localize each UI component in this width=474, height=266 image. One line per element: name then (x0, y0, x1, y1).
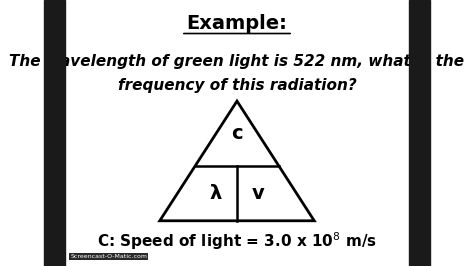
Text: C: Speed of light = 3.0 x 10$^{8}$ m/s: C: Speed of light = 3.0 x 10$^{8}$ m/s (97, 230, 377, 252)
Text: v: v (252, 184, 264, 203)
Text: The wavelength of green light is 522 nm, what is the: The wavelength of green light is 522 nm,… (9, 54, 465, 69)
Bar (44, 0, 65, 266)
Bar (409, 0, 430, 266)
Text: λ: λ (210, 184, 222, 203)
Text: Screencast-O-Matic.com: Screencast-O-Matic.com (70, 254, 147, 259)
Text: frequency of this radiation?: frequency of this radiation? (118, 78, 356, 93)
Text: Example:: Example: (187, 14, 287, 34)
Text: c: c (231, 124, 243, 143)
